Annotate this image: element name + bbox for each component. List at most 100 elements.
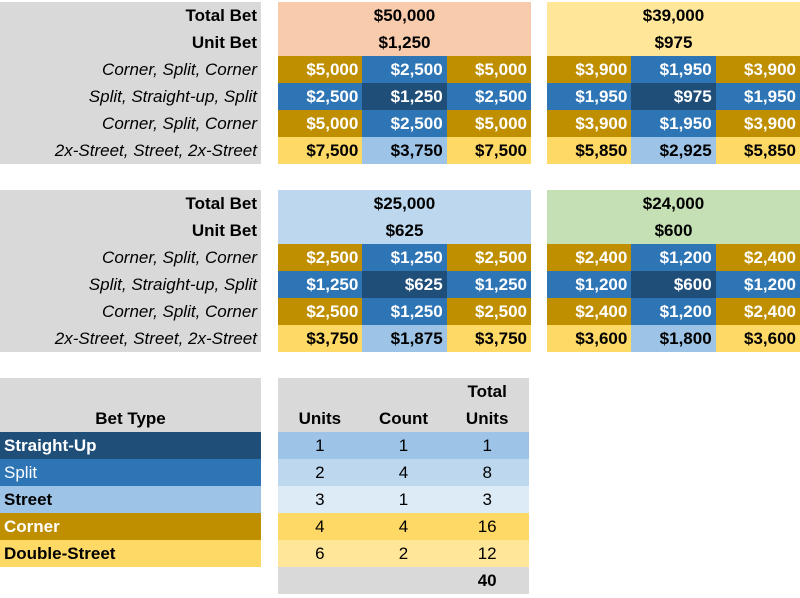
grid-cell: $3,900 xyxy=(547,110,632,137)
bet-type-label: Street xyxy=(0,486,261,513)
row-label: Split, Straight-up, Split xyxy=(88,275,257,294)
table-row: 2 4 8 xyxy=(278,459,529,486)
table-row: 1 1 1 xyxy=(278,432,529,459)
grid-cell: $3,750 xyxy=(446,325,531,352)
grid-cell: $3,600 xyxy=(547,325,632,352)
total-units-header-line1: Total xyxy=(467,382,507,401)
bet-panel: $39,000 $975 $3,900 $1,950 $3,900 $1,950… xyxy=(547,2,800,164)
units-cell: 4 xyxy=(315,517,325,536)
total-bet-value: $39,000 xyxy=(547,2,800,29)
grid-cell: $2,400 xyxy=(715,244,800,271)
grid-cell: $2,500 xyxy=(362,56,447,83)
grid-cell: $2,500 xyxy=(278,244,363,271)
total-units-cell: 16 xyxy=(477,517,497,536)
grid-cell: $5,850 xyxy=(715,137,800,164)
grid-cell: $2,400 xyxy=(715,298,800,325)
grid-row: $5,850 $2,925 $5,850 xyxy=(547,137,800,164)
total-bet-label: Total Bet xyxy=(185,194,257,213)
table-row: 4 4 16 xyxy=(278,513,529,540)
total-bet-value: $25,000 xyxy=(278,190,531,217)
grid-row: $2,500 $1,250 $2,500 xyxy=(278,244,531,271)
grid-row: $7,500 $3,750 $7,500 xyxy=(278,137,531,164)
total-units-cell: 3 xyxy=(482,490,492,509)
grid-row: $2,500 $1,250 $2,500 xyxy=(278,83,531,110)
grid-cell: $5,000 xyxy=(446,56,531,83)
grid-cell: $1,200 xyxy=(547,271,632,298)
bet-type-label: Double-Street xyxy=(0,540,261,567)
unit-bet-value: $625 xyxy=(278,217,531,244)
grid-cell: $5,000 xyxy=(446,110,531,137)
grid-row: $3,600 $1,800 $3,600 xyxy=(547,325,800,352)
grid-cell: $2,500 xyxy=(446,298,531,325)
bet-type-column: Bet Type Straight-Up Split Street Corner… xyxy=(0,378,261,567)
units-cell: 2 xyxy=(315,463,325,482)
row-label: Corner, Split, Corner xyxy=(102,248,257,267)
unit-bet-value: $600 xyxy=(547,217,800,244)
grid-row: $1,250 $625 $1,250 xyxy=(278,271,531,298)
labels-block-1: Total Bet Unit Bet Corner, Split, Corner… xyxy=(0,2,261,164)
unit-bet-label: Unit Bet xyxy=(191,33,257,52)
grid-cell: $3,600 xyxy=(715,325,800,352)
total-bet-value: $50,000 xyxy=(278,2,531,29)
bet-panel: $24,000 $600 $2,400 $1,200 $2,400 $1,200… xyxy=(547,190,800,352)
grid-cell: $2,500 xyxy=(446,83,531,110)
grid-cell: $2,500 xyxy=(278,83,363,110)
row-label: 2x-Street, Street, 2x-Street xyxy=(54,141,257,160)
grid-cell: $1,950 xyxy=(547,83,632,110)
row-label: Corner, Split, Corner xyxy=(102,302,257,321)
grid-cell: $3,750 xyxy=(362,137,447,164)
count-cell: 4 xyxy=(398,463,409,482)
grid-cell: $975 xyxy=(631,83,716,110)
grid-cell: $1,250 xyxy=(362,298,447,325)
row-label: Corner, Split, Corner xyxy=(102,60,257,79)
total-units-cell: 12 xyxy=(477,544,497,563)
count-header: Count xyxy=(378,409,429,428)
grid-cell: $7,500 xyxy=(278,137,363,164)
grid-cell: $3,750 xyxy=(278,325,363,352)
grid-row: $3,900 $1,950 $3,900 xyxy=(547,110,800,137)
total-bet-label: Total Bet xyxy=(185,6,257,25)
grid-cell: $5,000 xyxy=(278,110,363,137)
grid-row: $3,900 $1,950 $3,900 xyxy=(547,56,800,83)
unit-bet-value: $975 xyxy=(547,29,800,56)
count-cell: 2 xyxy=(398,544,409,563)
table-row: 3 1 3 xyxy=(278,486,529,513)
grid-cell: $5,850 xyxy=(547,137,632,164)
units-header: Units xyxy=(298,409,342,428)
grid-cell: $1,250 xyxy=(446,271,531,298)
grid-cell: $3,900 xyxy=(715,110,800,137)
grid-cell: $3,900 xyxy=(547,56,632,83)
grid-cell: $2,400 xyxy=(547,298,632,325)
bet-type-header: Bet Type xyxy=(0,378,261,432)
count-cell: 1 xyxy=(398,490,409,509)
labels-block-2: Total Bet Unit Bet Corner, Split, Corner… xyxy=(0,190,261,352)
grid-cell: $600 xyxy=(631,271,716,298)
grid-cell: $2,400 xyxy=(547,244,632,271)
grid-row: $3,750 $1,875 $3,750 xyxy=(278,325,531,352)
grid-cell: $625 xyxy=(362,271,447,298)
grid-cell: $2,925 xyxy=(631,137,716,164)
grid-cell: $1,950 xyxy=(715,83,800,110)
grid-cell: $2,500 xyxy=(446,244,531,271)
units-cell: 3 xyxy=(315,490,325,509)
bet-type-label: Corner xyxy=(0,513,261,540)
grid-cell: $1,250 xyxy=(278,271,363,298)
values-header-row: Units Count Total Units xyxy=(278,378,529,432)
total-bet-value: $24,000 xyxy=(547,190,800,217)
grid-cell: $7,500 xyxy=(446,137,531,164)
grid-cell: $5,000 xyxy=(278,56,363,83)
units-cell: 1 xyxy=(315,436,325,455)
grand-total-value: 40 xyxy=(477,571,497,590)
grid-row: $1,200 $600 $1,200 xyxy=(547,271,800,298)
grid-cell: $2,500 xyxy=(362,110,447,137)
grid-row: $5,000 $2,500 $5,000 xyxy=(278,110,531,137)
count-cell: 1 xyxy=(398,436,409,455)
units-cell: 6 xyxy=(315,544,325,563)
grid-row: $5,000 $2,500 $5,000 xyxy=(278,56,531,83)
row-label: 2x-Street, Street, 2x-Street xyxy=(54,329,257,348)
grid-row: $1,950 $975 $1,950 xyxy=(547,83,800,110)
grid-row: $2,400 $1,200 $2,400 xyxy=(547,298,800,325)
grid-cell: $1,950 xyxy=(631,56,716,83)
total-units-cell: 1 xyxy=(482,436,492,455)
grid-cell: $1,800 xyxy=(631,325,716,352)
